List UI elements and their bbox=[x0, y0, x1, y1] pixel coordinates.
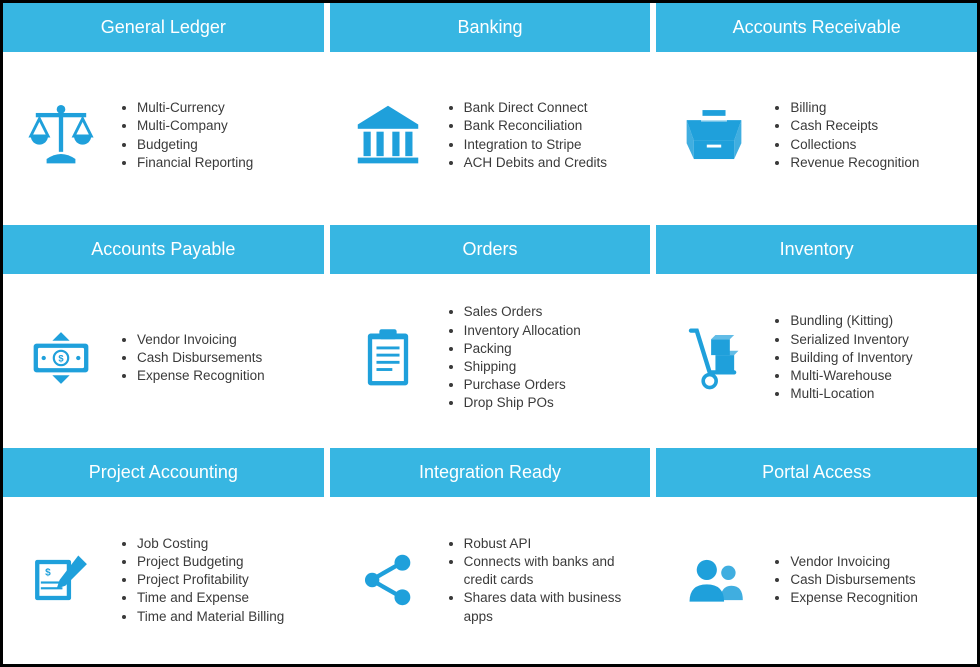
cell-header: Integration Ready bbox=[330, 448, 651, 497]
cell-body: BillingCash ReceiptsCollectionsRevenue R… bbox=[656, 52, 977, 219]
feature-item: Integration to Stripe bbox=[464, 136, 607, 154]
feature-item: Serialized Inventory bbox=[790, 331, 912, 349]
cell-body: Vendor InvoicingCash DisbursementsExpens… bbox=[656, 497, 977, 664]
feature-item: Packing bbox=[464, 340, 581, 358]
cell-body: $ Job CostingProject BudgetingProject Pr… bbox=[3, 497, 324, 664]
feature-item: Bundling (Kitting) bbox=[790, 312, 912, 330]
drawer-icon bbox=[678, 100, 750, 172]
feature-cell: Portal Access Vendor InvoicingCash Disbu… bbox=[656, 448, 977, 664]
feature-cell: Inventory Bundling (Kitting)Serialized I… bbox=[656, 225, 977, 441]
feature-item: Time and Material Billing bbox=[137, 608, 284, 626]
cell-body: Sales OrdersInventory AllocationPackingS… bbox=[330, 274, 651, 441]
feature-cell: General Ledger Multi-CurrencyMulti-Compa… bbox=[3, 3, 324, 219]
feature-item: Collections bbox=[790, 136, 919, 154]
feature-item: Bank Direct Connect bbox=[464, 99, 607, 117]
users-icon bbox=[678, 544, 750, 616]
feature-item: Revenue Recognition bbox=[790, 154, 919, 172]
feature-list: BillingCash ReceiptsCollectionsRevenue R… bbox=[772, 99, 919, 172]
feature-item: Inventory Allocation bbox=[464, 322, 581, 340]
share-nodes-icon bbox=[352, 544, 424, 616]
cash-icon: $ bbox=[25, 322, 97, 394]
cell-body: Multi-CurrencyMulti-CompanyBudgetingFina… bbox=[3, 52, 324, 219]
cell-header: Orders bbox=[330, 225, 651, 274]
feature-item: Vendor Invoicing bbox=[790, 553, 918, 571]
feature-list: Robust APIConnects with banks and credit… bbox=[446, 535, 639, 626]
cell-header: Accounts Receivable bbox=[656, 3, 977, 52]
cell-header: Inventory bbox=[656, 225, 977, 274]
feature-item: Bank Reconciliation bbox=[464, 117, 607, 135]
cell-body: Bundling (Kitting)Serialized InventoryBu… bbox=[656, 274, 977, 441]
feature-cell: Banking Bank Direct ConnectBank Reconcil… bbox=[330, 3, 651, 219]
feature-item: Sales Orders bbox=[464, 303, 581, 321]
feature-item: Cash Disbursements bbox=[790, 571, 918, 589]
feature-list: Bank Direct ConnectBank ReconciliationIn… bbox=[446, 99, 607, 172]
svg-text:$: $ bbox=[58, 354, 64, 364]
feature-item: Shares data with business apps bbox=[464, 589, 639, 625]
cell-header: Accounts Payable bbox=[3, 225, 324, 274]
feature-list: Vendor InvoicingCash DisbursementsExpens… bbox=[772, 553, 918, 608]
cell-header: General Ledger bbox=[3, 3, 324, 52]
feature-item: Cash Receipts bbox=[790, 117, 919, 135]
feature-cell: Accounts Receivable BillingCash Receipts… bbox=[656, 3, 977, 219]
feature-item: Multi-Company bbox=[137, 117, 253, 135]
feature-item: Building of Inventory bbox=[790, 349, 912, 367]
feature-item: Cash Disbursements bbox=[137, 349, 265, 367]
feature-item: Billing bbox=[790, 99, 919, 117]
feature-item: Shipping bbox=[464, 358, 581, 376]
cell-header: Project Accounting bbox=[3, 448, 324, 497]
feature-item: Time and Expense bbox=[137, 589, 284, 607]
feature-item: Connects with banks and credit cards bbox=[464, 553, 639, 589]
feature-grid: General Ledger Multi-CurrencyMulti-Compa… bbox=[3, 3, 977, 664]
feature-grid-container: General Ledger Multi-CurrencyMulti-Compa… bbox=[0, 0, 980, 667]
feature-cell: Orders Sales OrdersInventory AllocationP… bbox=[330, 225, 651, 441]
cell-body: Robust APIConnects with banks and credit… bbox=[330, 497, 651, 664]
feature-list: Job CostingProject BudgetingProject Prof… bbox=[119, 535, 284, 626]
feature-item: Expense Recognition bbox=[790, 589, 918, 607]
feature-item: Multi-Warehouse bbox=[790, 367, 912, 385]
cell-body: $ Vendor InvoicingCash DisbursementsExpe… bbox=[3, 274, 324, 441]
feature-item: Financial Reporting bbox=[137, 154, 253, 172]
feature-list: Sales OrdersInventory AllocationPackingS… bbox=[446, 303, 581, 412]
feature-item: Vendor Invoicing bbox=[137, 331, 265, 349]
feature-cell: Accounts Payable $ Vendor InvoicingCash … bbox=[3, 225, 324, 441]
feature-item: Purchase Orders bbox=[464, 376, 581, 394]
feature-item: Job Costing bbox=[137, 535, 284, 553]
feature-list: Multi-CurrencyMulti-CompanyBudgetingFina… bbox=[119, 99, 253, 172]
feature-item: Budgeting bbox=[137, 136, 253, 154]
feature-item: Project Budgeting bbox=[137, 553, 284, 571]
clipboard-icon bbox=[352, 322, 424, 394]
feature-item: Multi-Currency bbox=[137, 99, 253, 117]
feature-item: Expense Recognition bbox=[137, 367, 265, 385]
feature-list: Bundling (Kitting)Serialized InventoryBu… bbox=[772, 312, 912, 403]
feature-item: Robust API bbox=[464, 535, 639, 553]
feature-list: Vendor InvoicingCash DisbursementsExpens… bbox=[119, 331, 265, 386]
feature-item: Multi-Location bbox=[790, 385, 912, 403]
feature-cell: Project Accounting $ Job CostingProject … bbox=[3, 448, 324, 664]
feature-item: ACH Debits and Credits bbox=[464, 154, 607, 172]
bank-icon bbox=[352, 100, 424, 172]
invoice-pencil-icon: $ bbox=[25, 544, 97, 616]
cell-body: Bank Direct ConnectBank ReconciliationIn… bbox=[330, 52, 651, 219]
cell-header: Portal Access bbox=[656, 448, 977, 497]
svg-text:$: $ bbox=[45, 568, 51, 579]
feature-cell: Integration Ready Robust APIConnects wit… bbox=[330, 448, 651, 664]
scales-icon bbox=[25, 100, 97, 172]
feature-item: Project Profitability bbox=[137, 571, 284, 589]
feature-item: Drop Ship POs bbox=[464, 394, 581, 412]
handtruck-icon bbox=[678, 322, 750, 394]
cell-header: Banking bbox=[330, 3, 651, 52]
